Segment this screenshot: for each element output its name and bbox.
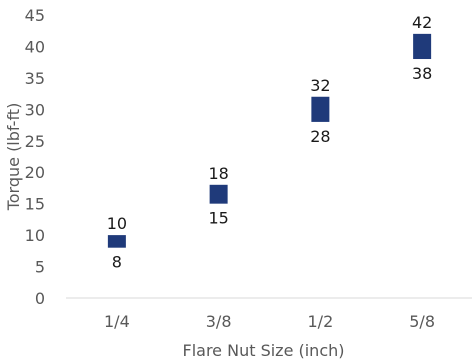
y-tick-label: 20 bbox=[25, 163, 45, 182]
y-tick-label: 5 bbox=[35, 258, 45, 277]
x-axis-ticks: 1/4 3/8 1/2 5/8 bbox=[104, 312, 435, 331]
range-bar bbox=[413, 33, 432, 60]
y-tick-label: 40 bbox=[25, 37, 45, 56]
y-tick-label: 15 bbox=[25, 195, 45, 214]
y-axis-ticks: 0 5 10 15 20 25 30 35 40 45 bbox=[25, 6, 45, 308]
low-value-label: 8 bbox=[112, 253, 122, 272]
y-tick-label: 25 bbox=[25, 132, 45, 151]
low-value-label: 38 bbox=[412, 64, 432, 83]
high-value-label: 18 bbox=[208, 164, 228, 183]
x-tick-label: 1/2 bbox=[308, 312, 334, 331]
y-axis-title: Torque (lbf-ft) bbox=[4, 103, 23, 212]
data-labels: 10 8 18 15 32 28 42 38 bbox=[107, 13, 433, 272]
y-tick-label: 10 bbox=[25, 226, 45, 245]
bars bbox=[107, 33, 432, 248]
high-value-label: 10 bbox=[107, 214, 127, 233]
x-axis-title: Flare Nut Size (inch) bbox=[182, 341, 344, 360]
low-value-label: 28 bbox=[310, 127, 330, 146]
range-bar bbox=[107, 235, 126, 248]
y-tick-label: 30 bbox=[25, 100, 45, 119]
x-tick-label: 3/8 bbox=[206, 312, 232, 331]
x-tick-label: 5/8 bbox=[409, 312, 435, 331]
y-tick-label: 35 bbox=[25, 69, 45, 88]
high-value-label: 42 bbox=[412, 13, 432, 32]
x-tick-label: 1/4 bbox=[104, 312, 130, 331]
range-bar bbox=[311, 96, 330, 122]
low-value-label: 15 bbox=[208, 209, 228, 228]
high-value-label: 32 bbox=[310, 76, 330, 95]
y-tick-label: 0 bbox=[35, 289, 45, 308]
range-bar bbox=[209, 184, 228, 204]
y-tick-label: 45 bbox=[25, 6, 45, 25]
